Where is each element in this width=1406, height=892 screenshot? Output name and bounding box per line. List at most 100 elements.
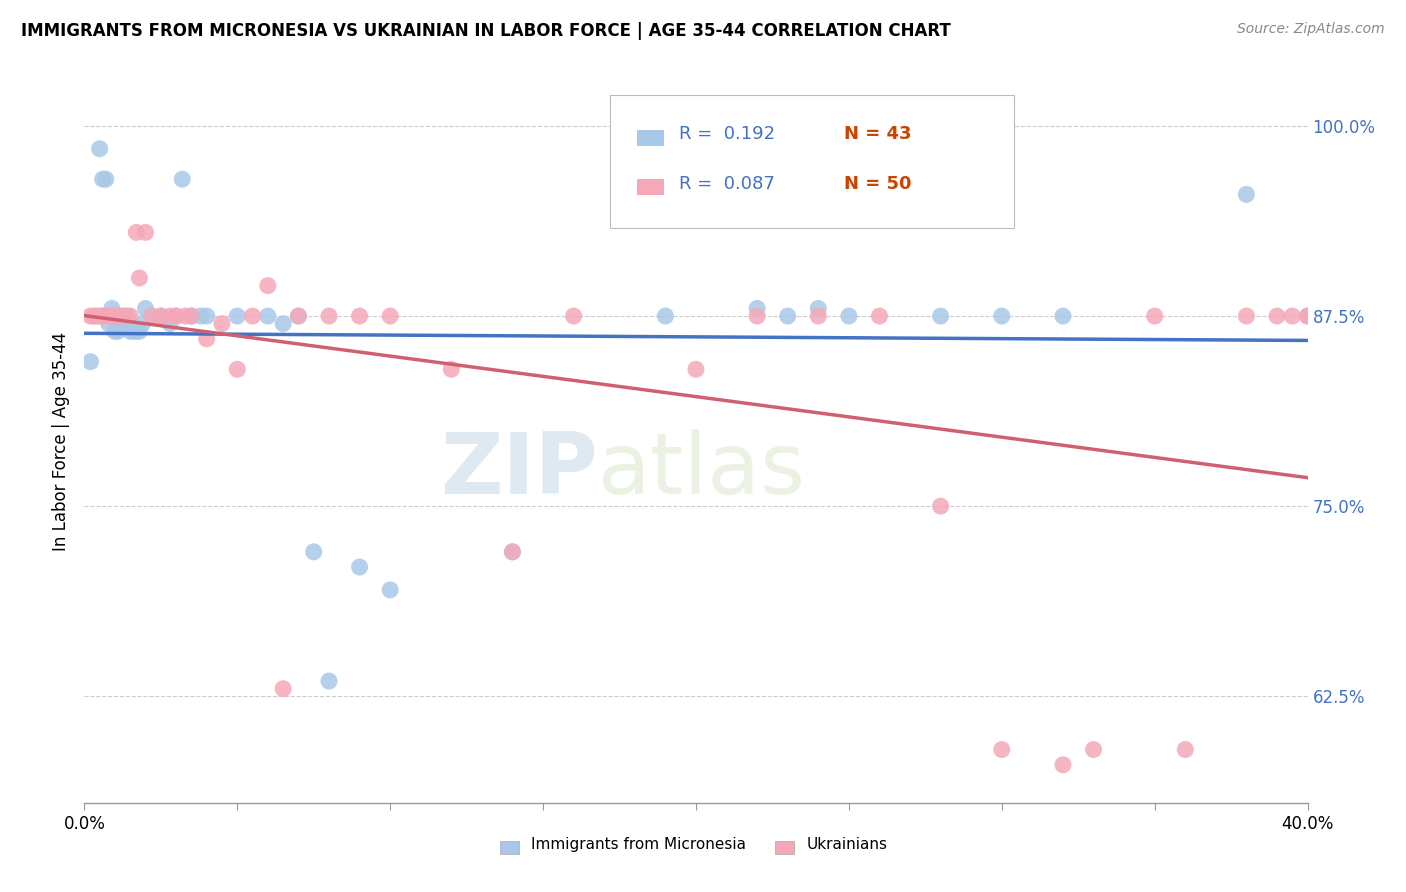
Point xyxy=(149,309,172,323)
Point xyxy=(1052,757,1074,772)
Point xyxy=(211,317,233,331)
Point xyxy=(131,317,153,331)
Point xyxy=(174,309,197,323)
Point xyxy=(79,354,101,368)
Point xyxy=(125,226,148,240)
Text: Immigrants from Micronesia: Immigrants from Micronesia xyxy=(531,838,747,852)
Point xyxy=(120,324,142,338)
Point xyxy=(1281,309,1303,323)
Point xyxy=(91,172,114,186)
Point xyxy=(149,309,172,323)
Point xyxy=(125,324,148,338)
Point xyxy=(287,309,309,323)
Point xyxy=(120,309,142,323)
Y-axis label: In Labor Force | Age 35-44: In Labor Force | Age 35-44 xyxy=(52,332,70,551)
Point xyxy=(195,309,218,323)
Point xyxy=(349,309,371,323)
Point xyxy=(195,332,218,346)
Point xyxy=(112,309,135,323)
FancyBboxPatch shape xyxy=(501,840,519,855)
Point xyxy=(380,582,402,597)
Point xyxy=(1296,309,1319,323)
Point xyxy=(159,309,181,323)
Point xyxy=(107,324,129,338)
Point xyxy=(89,142,111,156)
Point xyxy=(991,309,1014,323)
Point xyxy=(685,362,707,376)
Point xyxy=(226,362,249,376)
Point xyxy=(991,742,1014,756)
Point xyxy=(141,309,163,323)
Point xyxy=(380,309,402,323)
Point xyxy=(112,309,135,323)
Point xyxy=(89,309,111,323)
Point xyxy=(747,309,769,323)
Point xyxy=(1174,742,1197,756)
Point xyxy=(97,309,120,323)
Point xyxy=(869,309,891,323)
Text: ZIP: ZIP xyxy=(440,429,598,512)
Point xyxy=(104,324,127,338)
Point xyxy=(226,309,249,323)
Point xyxy=(271,317,294,331)
Point xyxy=(107,309,129,323)
Point xyxy=(654,309,676,323)
Point xyxy=(79,309,101,323)
Point xyxy=(1236,187,1258,202)
Point xyxy=(159,317,181,331)
Point xyxy=(190,309,212,323)
Point xyxy=(110,317,132,331)
Point xyxy=(1052,309,1074,323)
Point xyxy=(747,301,769,316)
Point xyxy=(110,309,132,323)
Point xyxy=(104,309,127,323)
Point xyxy=(94,172,117,186)
Text: Ukrainians: Ukrainians xyxy=(807,838,887,852)
Text: N = 50: N = 50 xyxy=(844,175,911,193)
Point xyxy=(180,309,202,323)
Point xyxy=(1265,309,1288,323)
Point xyxy=(776,309,799,323)
Text: Source: ZipAtlas.com: Source: ZipAtlas.com xyxy=(1237,22,1385,37)
Point xyxy=(1143,309,1166,323)
FancyBboxPatch shape xyxy=(776,840,794,855)
Point xyxy=(287,309,309,323)
Point xyxy=(165,309,187,323)
Point xyxy=(807,301,830,316)
Text: IMMIGRANTS FROM MICRONESIA VS UKRAINIAN IN LABOR FORCE | AGE 35-44 CORRELATION C: IMMIGRANTS FROM MICRONESIA VS UKRAINIAN … xyxy=(21,22,950,40)
Point xyxy=(1083,742,1105,756)
Point xyxy=(562,309,585,323)
Point xyxy=(122,324,145,338)
Text: N = 43: N = 43 xyxy=(844,126,911,144)
Point xyxy=(128,271,150,285)
Point xyxy=(101,301,124,316)
Point xyxy=(502,545,524,559)
Point xyxy=(318,674,340,689)
FancyBboxPatch shape xyxy=(637,179,664,195)
Point xyxy=(86,309,108,323)
Point xyxy=(502,545,524,559)
Point xyxy=(115,309,138,323)
Point xyxy=(141,309,163,323)
Point xyxy=(135,301,157,316)
Point xyxy=(271,681,294,696)
Text: R =  0.087: R = 0.087 xyxy=(679,175,775,193)
Point xyxy=(838,309,860,323)
FancyBboxPatch shape xyxy=(637,130,664,146)
Point xyxy=(172,172,194,186)
FancyBboxPatch shape xyxy=(610,95,1014,228)
Point xyxy=(1236,309,1258,323)
Point xyxy=(349,560,371,574)
Point xyxy=(97,317,120,331)
Point xyxy=(128,324,150,338)
Point xyxy=(91,309,114,323)
Point xyxy=(1296,309,1319,323)
Point xyxy=(807,309,830,323)
Point xyxy=(257,278,280,293)
Point xyxy=(929,499,952,513)
Point xyxy=(101,309,124,323)
Point xyxy=(83,309,105,323)
Point xyxy=(440,362,463,376)
Point xyxy=(302,545,325,559)
Point xyxy=(257,309,280,323)
